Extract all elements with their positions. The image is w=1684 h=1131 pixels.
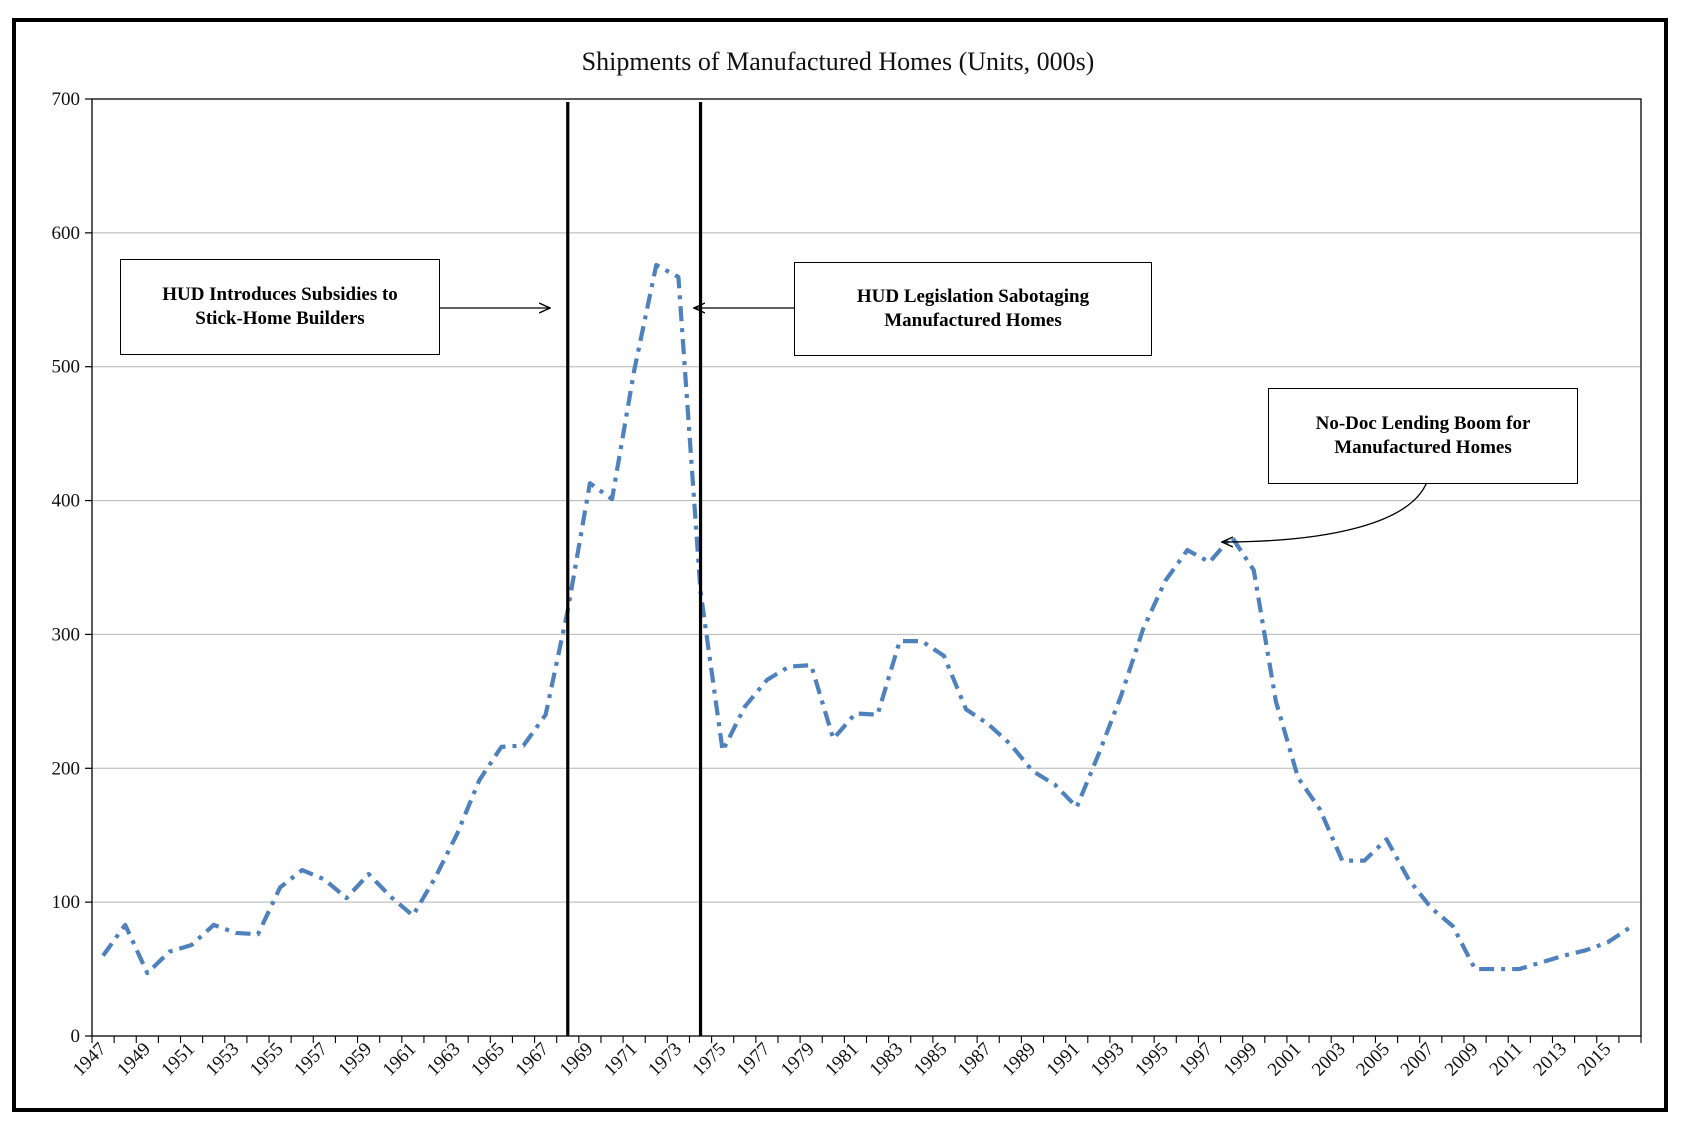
x-tick-label: 2005 [1352, 1039, 1394, 1081]
x-tick-label: 1957 [290, 1039, 332, 1081]
reference-lines [566, 102, 703, 1036]
annotation-arrows [440, 308, 1430, 542]
y-tick-label: 0 [71, 1026, 81, 1047]
x-tick-label: 1981 [821, 1039, 863, 1081]
x-tick-label: 1951 [157, 1039, 199, 1081]
legislation-annotation: HUD Legislation Sabotaging Manufactured … [794, 262, 1152, 356]
x-tick-label: 1987 [954, 1039, 996, 1081]
x-tick-label: 1973 [644, 1039, 686, 1081]
x-tick-label: 1963 [423, 1039, 465, 1081]
x-tick-label: 2007 [1397, 1039, 1439, 1081]
y-tick-label: 500 [52, 357, 81, 378]
y-tick-label: 200 [52, 758, 81, 779]
series-line-shipments [101, 262, 1632, 976]
x-tick-label: 2015 [1574, 1039, 1616, 1081]
x-tick-label: 2009 [1441, 1039, 1483, 1081]
x-tick-label: 1997 [1175, 1039, 1217, 1081]
y-tick-label: 600 [52, 223, 81, 244]
x-tick-label: 1993 [1087, 1039, 1129, 1081]
chart-frame: Shipments of Manufactured Homes (Units, … [12, 18, 1668, 1112]
subsidies-annotation-line-1: HUD Introduces Subsidies to [162, 284, 398, 305]
x-tick-label: 1967 [511, 1039, 553, 1081]
chart: Shipments of Manufactured Homes (Units, … [52, 47, 1642, 1081]
x-tick-label: 1979 [777, 1039, 819, 1081]
x-tick-label: 1959 [334, 1039, 376, 1081]
x-tick-label: 1961 [379, 1039, 421, 1081]
legislation-annotation-line-2: Manufactured Homes [884, 310, 1062, 331]
x-tick-label: 1983 [866, 1039, 908, 1081]
x-tick-label: 1971 [600, 1039, 642, 1081]
legislation-annotation-line-1: HUD Legislation Sabotaging [856, 286, 1090, 307]
x-tick-label: 1989 [998, 1039, 1040, 1081]
y-tick-label: 700 [52, 89, 81, 110]
x-tick-label: 1969 [556, 1039, 598, 1081]
x-tick-label: 2011 [1486, 1039, 1527, 1080]
x-tick-label: 1977 [733, 1039, 775, 1081]
y-tick-label: 400 [52, 491, 81, 512]
nodoc-annotation-line-1: No-Doc Lending Boom for [1315, 413, 1531, 434]
x-tick-label: 1999 [1220, 1039, 1262, 1081]
x-tick-label: 1953 [202, 1039, 244, 1081]
grid-layer [92, 232, 1641, 903]
x-tick-label: 1949 [113, 1039, 155, 1081]
subsidies-annotation: HUD Introduces Subsidies to Stick-Home B… [120, 259, 440, 355]
y-tick-label: 100 [52, 892, 81, 913]
nodoc-arrow [1222, 475, 1430, 542]
x-tick-label: 1955 [246, 1039, 288, 1081]
x-axis: 1947 1949 1951 1953 1955 1957 1959 1961 1963 1965… [69, 1036, 1642, 1081]
y-axis: 0 100 200 300 400 500 600 700 [52, 89, 92, 1047]
x-tick-label: 1985 [910, 1039, 952, 1081]
x-tick-label: 2013 [1529, 1039, 1571, 1081]
x-tick-label: 1965 [467, 1039, 509, 1081]
x-tick-label: 1991 [1043, 1039, 1085, 1081]
x-tick-label: 1975 [688, 1039, 730, 1081]
x-tick-label: 2003 [1308, 1039, 1350, 1081]
plot-area [91, 98, 1642, 1037]
x-tick-label: 2001 [1264, 1039, 1306, 1081]
y-tick-label: 300 [52, 624, 81, 645]
chart-title: Shipments of Manufactured Homes (Units, … [582, 47, 1095, 76]
nodoc-annotation-line-2: Manufactured Homes [1334, 437, 1512, 458]
series-layer [101, 262, 1632, 976]
subsidies-annotation-line-2: Stick-Home Builders [195, 308, 365, 329]
nodoc-annotation: No-Doc Lending Boom for Manufactured Hom… [1268, 388, 1578, 484]
x-tick-label: 1995 [1131, 1039, 1173, 1081]
